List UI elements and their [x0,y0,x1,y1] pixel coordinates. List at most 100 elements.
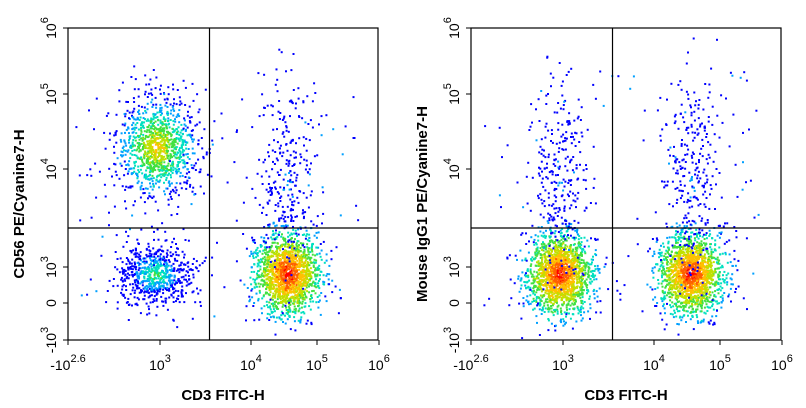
event-dot [160,281,162,284]
event-dot [182,139,185,142]
event-dot [132,110,135,113]
event-dot [310,271,313,274]
event-dot [169,157,172,160]
event-dot [309,283,312,286]
event-dot [148,195,151,198]
event-dot [260,175,263,178]
event-dot [296,247,298,250]
event-dot [320,134,323,137]
event-dot [302,136,305,139]
event-dot [184,86,187,89]
event-dot [279,246,282,249]
event-dot [144,93,146,96]
event-dot [275,229,277,232]
event-dot [307,206,310,209]
event-dot [291,257,294,260]
event-dot [155,76,158,79]
event-dot [167,120,169,123]
event-dot [184,239,187,241]
event-dot [296,279,299,282]
event-dot [300,275,303,278]
event-dot [295,269,298,272]
event-dot [527,285,530,288]
event-dot [266,256,269,259]
event-dot [550,256,553,259]
event-dot [181,143,184,146]
event-dot [290,69,293,72]
event-dot [278,147,281,150]
event-dot [578,245,581,248]
event-dot [153,167,156,170]
event-dot [243,283,246,286]
event-dot [299,249,302,252]
event-dot [272,255,275,258]
event-dot [568,308,571,311]
event-dot [272,181,275,184]
event-dot [296,276,299,279]
event-dot [138,258,141,261]
event-dot [150,285,153,288]
event-dot [318,123,320,126]
event-dot [121,288,124,291]
event-dot [299,263,302,266]
event-dot [124,131,126,134]
event-dot [282,236,285,239]
event-dot [580,241,583,244]
event-dot [283,260,286,263]
event-dot [176,297,178,300]
event-dot [137,165,140,168]
event-dot [269,260,272,263]
event-dot [163,257,166,260]
event-dot [153,259,156,262]
event-dot [159,253,162,256]
event-dot [147,296,150,299]
event-dot [576,247,579,250]
event-dot [272,268,275,271]
event-dot [183,253,186,256]
event-dot [305,286,308,289]
event-dot [164,139,167,142]
event-dot [166,110,169,113]
event-dot [299,281,302,284]
event-dot [173,143,176,146]
event-dot [285,143,288,145]
event-dot [281,233,283,236]
event-dot [164,193,166,196]
event-dot [165,139,168,142]
event-dot [251,187,254,190]
event-dot [167,86,170,89]
event-dot [144,176,147,179]
event-dot [294,294,297,297]
event-dot [126,163,129,166]
event-dot [108,279,111,282]
event-dot [562,295,565,298]
event-dot [132,131,135,134]
event-dot [147,305,150,308]
event-dot [555,266,558,269]
event-dot [537,226,540,229]
event-dot [307,263,310,265]
event-dot [183,123,186,126]
event-dot [125,263,128,266]
event-dot [155,163,158,166]
event-dot [150,268,153,270]
event-dot [583,262,586,265]
event-dot [141,164,143,167]
event-dot [173,276,176,279]
event-dot [166,127,168,130]
event-dot [297,251,300,254]
event-dot [137,280,139,283]
event-dot [305,234,308,237]
event-dot [168,122,170,125]
event-dot [156,137,158,140]
event-dot [518,302,521,305]
event-dot [154,282,157,285]
event-dot [136,304,139,307]
event-dot [265,188,268,191]
event-dot [160,163,163,165]
event-dot [127,260,130,263]
event-dot [289,170,292,173]
event-dot [293,264,296,267]
event-dot [259,275,262,278]
event-dot [283,237,286,240]
